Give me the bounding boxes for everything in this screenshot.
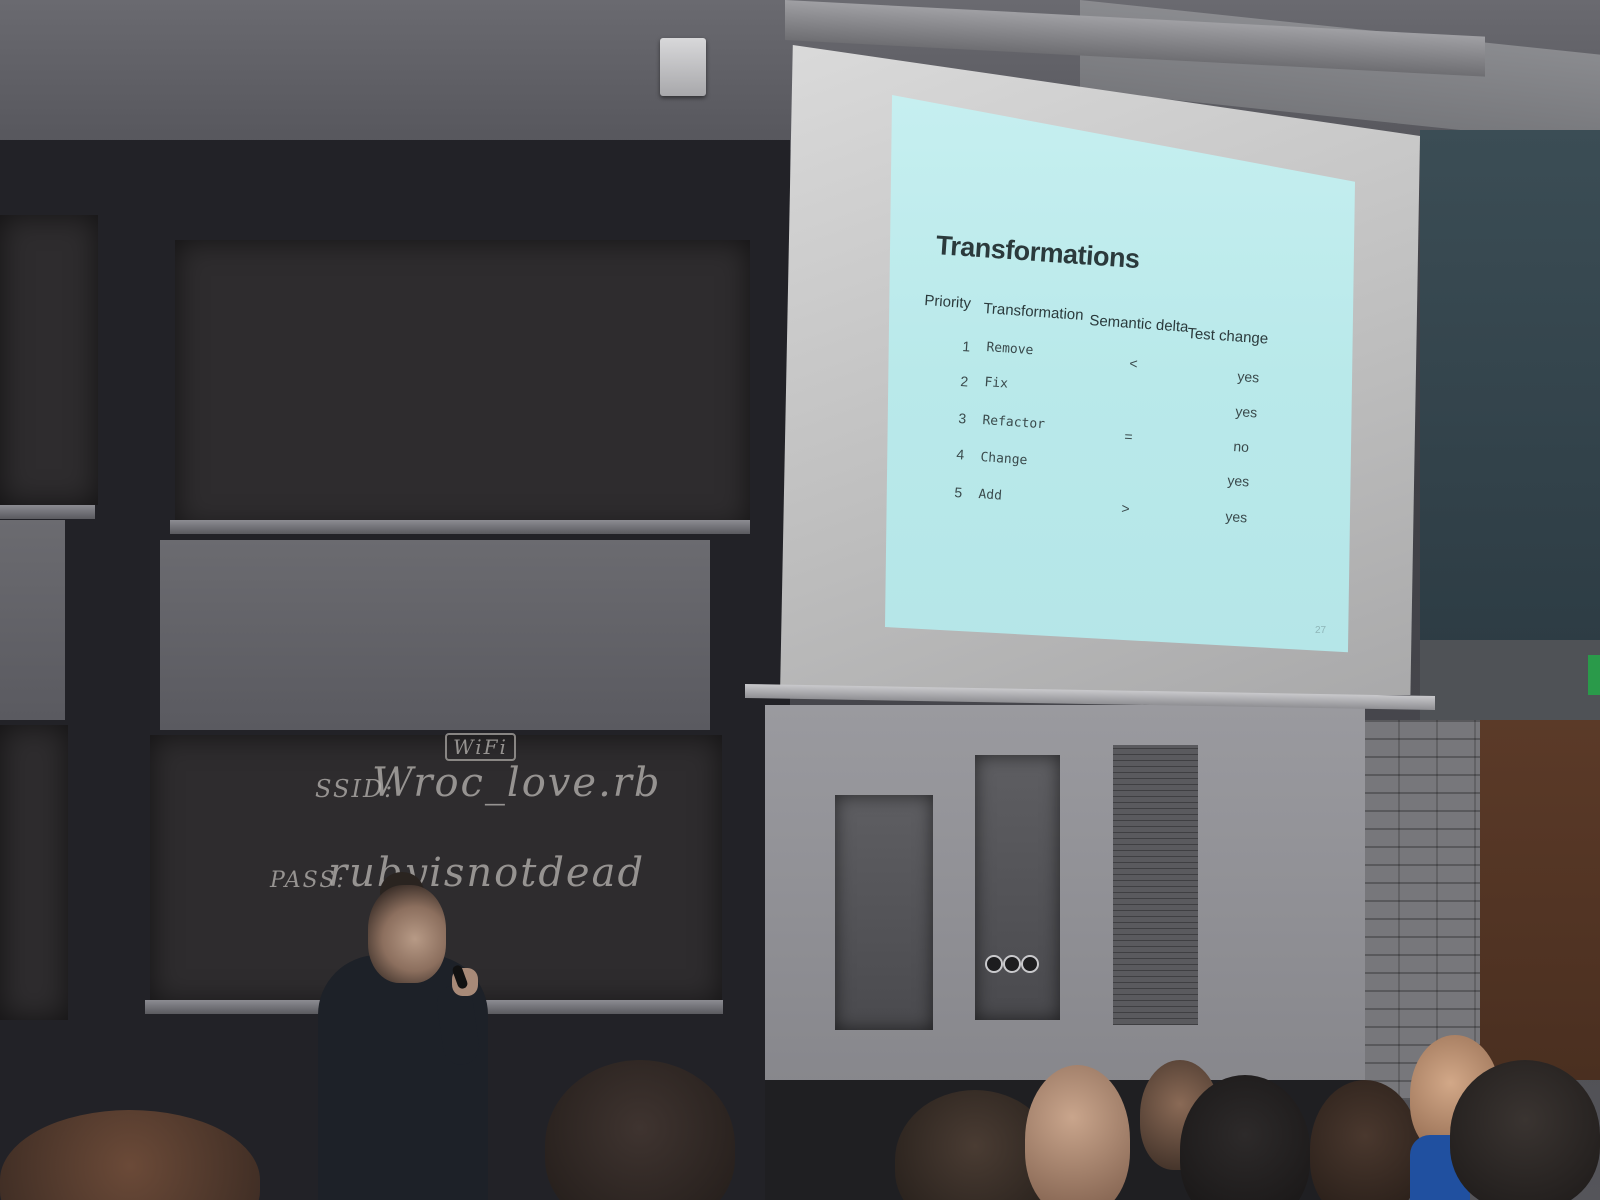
presenter-head	[368, 885, 446, 983]
chalk-ssid-label: SSID:	[315, 775, 395, 803]
blackboard-panel-left-lower	[0, 725, 68, 1020]
wall-between-boards-left	[0, 520, 65, 720]
blackboard-panel-upper	[175, 240, 750, 530]
slide-page-number: 27	[1315, 625, 1327, 636]
alcove-sink	[835, 795, 933, 1030]
chalk-rail-left-upper	[0, 505, 95, 519]
row-1-test-change: yes	[1236, 368, 1260, 386]
row-1-delta: <	[1128, 355, 1139, 372]
row-5-delta: >	[1120, 500, 1131, 517]
row-4-transformation: Change	[979, 450, 1028, 469]
chalk-pass-value: rubyisnotdead	[328, 850, 646, 896]
right-wall-panel	[1420, 130, 1600, 650]
row-3-priority: 3	[957, 410, 967, 427]
wall-loudspeaker	[660, 38, 706, 96]
chalk-wifi-label: WiFi	[445, 733, 516, 761]
blackboard-panel-left-upper	[0, 215, 98, 505]
row-1-transformation: Remove	[985, 340, 1034, 359]
audience-head	[545, 1060, 735, 1200]
audience-head	[1450, 1060, 1600, 1200]
wooden-door	[1480, 720, 1600, 1080]
alcove-middle	[975, 755, 1060, 1020]
power-socket	[1021, 955, 1039, 973]
exit-sign	[1588, 655, 1600, 695]
wall-between-boards	[160, 540, 710, 730]
column-header-priority: Priority	[923, 292, 972, 313]
chalk-rail-upper	[170, 520, 750, 534]
row-2-transformation: Fix	[983, 375, 1009, 392]
right-wall-lower	[1420, 640, 1600, 730]
row-4-test-change: yes	[1226, 472, 1250, 490]
projected-slide	[885, 95, 1355, 653]
row-5-priority: 5	[953, 484, 963, 501]
audience-head	[1310, 1080, 1420, 1200]
audience-head	[1180, 1075, 1310, 1200]
row-3-delta: =	[1123, 428, 1134, 445]
row-5-transformation: Add	[977, 487, 1003, 504]
row-2-priority: 2	[959, 373, 969, 390]
chalk-pass-label: PASS:	[270, 868, 346, 893]
audience-head	[1025, 1065, 1130, 1200]
roller-shutter	[1113, 745, 1198, 1025]
row-3-test-change: no	[1232, 438, 1250, 456]
chalk-ssid-value: Wroc_love.rb	[372, 760, 662, 806]
row-1-priority: 1	[961, 338, 971, 355]
row-2-test-change: yes	[1234, 403, 1258, 421]
power-socket	[985, 955, 1003, 973]
power-socket	[1003, 955, 1021, 973]
row-4-priority: 4	[955, 446, 965, 463]
row-5-test-change: yes	[1224, 508, 1248, 526]
